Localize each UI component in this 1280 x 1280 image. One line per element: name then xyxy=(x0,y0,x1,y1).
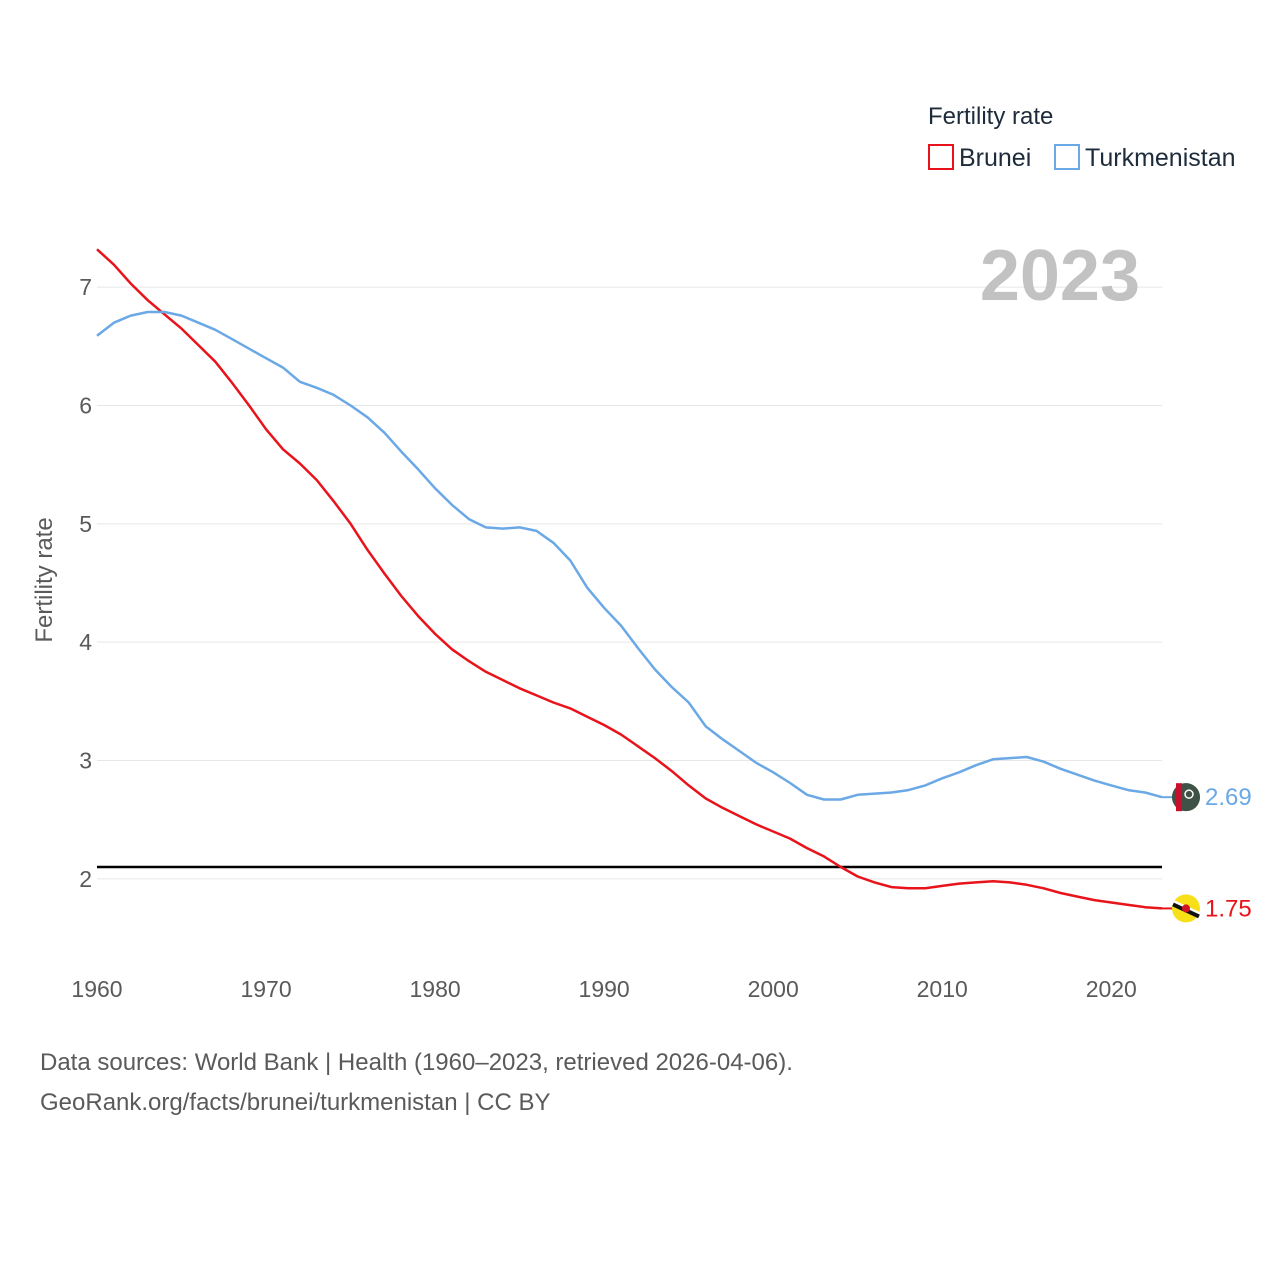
x-tick-label: 1980 xyxy=(410,976,461,1002)
x-tick-label: 1990 xyxy=(579,976,630,1002)
y-tick-label: 3 xyxy=(79,748,92,774)
legend-item-brunei[interactable]: Brunei xyxy=(928,144,1031,172)
y-tick-label: 4 xyxy=(79,629,92,655)
series-lines xyxy=(96,248,1163,910)
x-tick-label: 1970 xyxy=(240,976,291,1002)
brunei-flag-icon xyxy=(1171,894,1201,923)
legend-item-turkmenistan[interactable]: Turkmenistan xyxy=(1054,144,1236,172)
end-value-label-brunei: 1.75 xyxy=(1205,895,1252,922)
turkmenistan-flag-icon xyxy=(1172,783,1200,812)
x-tick-label: 2020 xyxy=(1086,976,1137,1002)
legend-swatch-brunei xyxy=(928,144,954,170)
legend-label-turkmenistan: Turkmenistan xyxy=(1085,144,1236,172)
legend-swatch-turkmenistan xyxy=(1054,144,1080,170)
y-axis-ticks: 2 3 4 5 6 7 xyxy=(79,274,92,892)
x-axis-ticks: 1960 1970 1980 1990 2000 2010 2020 xyxy=(71,976,1136,1002)
x-tick-label: 2010 xyxy=(917,976,968,1002)
end-value-label-turkmenistan: 2.69 xyxy=(1205,784,1252,811)
end-markers: 1.75 2.69 xyxy=(1162,783,1252,923)
legend-label-brunei: Brunei xyxy=(959,144,1031,172)
x-tick-label: 2000 xyxy=(748,976,799,1002)
source-link[interactable]: GeoRank.org/facts/brunei/turkmenistan | … xyxy=(40,1089,551,1116)
data-sources-text: Data sources: World Bank | Health (1960–… xyxy=(40,1049,793,1076)
gridlines xyxy=(97,286,1162,880)
footer: Data sources: World Bank | Health (1960–… xyxy=(40,1043,793,1123)
y-axis-label: Fertility rate xyxy=(31,517,58,642)
y-tick-label: 2 xyxy=(79,866,92,892)
legend: Fertility rate Brunei Turkmenistan xyxy=(928,103,1236,172)
year-label: 2023 xyxy=(980,236,1140,316)
legend-title: Fertility rate xyxy=(928,103,1053,130)
y-tick-label: 7 xyxy=(79,274,92,300)
series-line-turkmenistan[interactable] xyxy=(96,310,1163,801)
series-line-brunei[interactable] xyxy=(96,248,1163,910)
y-tick-label: 5 xyxy=(79,511,92,537)
x-tick-label: 1960 xyxy=(71,976,122,1002)
y-tick-label: 6 xyxy=(79,393,92,419)
fertility-rate-chart: 2 3 4 5 6 7 1960 1970 1980 1990 2000 2010 2020 1.75… xyxy=(31,103,1252,1002)
